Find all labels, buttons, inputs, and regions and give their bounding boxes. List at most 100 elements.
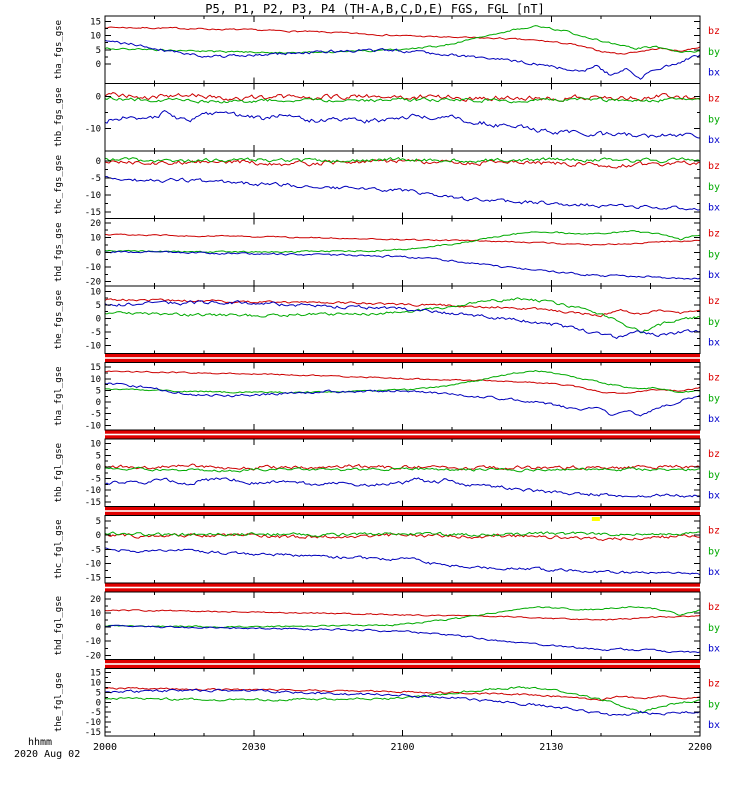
status-bar (105, 664, 700, 668)
trace-thd_fgs_gse-bz (105, 233, 700, 246)
y-tick-label: 10 (90, 375, 101, 385)
y-tick-label: 5 (96, 386, 101, 396)
x-tick-label: 2030 (242, 742, 266, 753)
status-bar (105, 507, 700, 511)
y-tick-label: -10 (85, 486, 101, 496)
legend-bz: bz (708, 525, 720, 536)
panel-ylabel: thc_fgs_gse (54, 155, 64, 215)
legend-by: by (708, 317, 720, 328)
y-tick-label: -15 (85, 728, 101, 738)
status-bar (105, 583, 700, 587)
y-tick-label: -10 (85, 125, 101, 135)
status-bar (105, 358, 700, 362)
trace-thd_fgs_gse-by (105, 230, 700, 254)
x-tick-label: 2200 (688, 742, 712, 753)
panel-ylabel: tha_fgl_gse (54, 366, 64, 426)
panel-ylabel: thd_fgs_gse (54, 222, 64, 282)
trace-thc_fgs_gse-bz (105, 159, 700, 169)
legend-bz: bz (708, 228, 720, 239)
legend-bx: bx (708, 68, 720, 79)
legend-by: by (708, 393, 720, 404)
trace-tha_fgl_gse-bz (105, 370, 700, 394)
legend-bz: bz (708, 26, 720, 37)
y-tick-label: 15 (90, 668, 101, 678)
legend-by: by (708, 623, 720, 634)
panel-tha_fgl_gse: 15 105 0 -5-10 tha_fgl_gse bz by bx (54, 354, 720, 431)
y-tick-label: -10 (85, 191, 101, 201)
y-tick-label: 0 (96, 398, 101, 408)
y-tick-label: -20 (85, 278, 101, 288)
y-tick-label: 10 (90, 287, 101, 297)
trace-tha_fgs_gse-bz (105, 26, 700, 55)
trace-thc_fgl_gse-bz (105, 532, 700, 542)
y-tick-label: -5 (90, 545, 101, 555)
panel-thb_fgs_gse: 0 -10 thb_fgs_gse bz by bx (54, 83, 720, 152)
panel-ylabel: the_fgs_gse (54, 290, 64, 350)
x-axis-unit-label: hhmm (28, 737, 53, 748)
y-tick-label: 5 (96, 301, 101, 311)
legend-by: by (708, 546, 720, 557)
y-tick-label: 0 (96, 60, 101, 70)
panel-thc_fgs_gse: 0 -5 -10 -15 thc_fgs_gse bz by bx (54, 150, 720, 219)
legend-by: by (708, 249, 720, 260)
trace-tha_fgl_gse-by (105, 369, 700, 394)
status-bar (105, 660, 700, 664)
status-bar (105, 588, 700, 592)
panel-thc_fgl_gse: 5 0 -5 -10 -15 thc_fgl_gse bz by bx (54, 507, 720, 584)
status-bar (105, 511, 700, 515)
trace-the_fgs_gse-bx (105, 300, 700, 340)
trace-thd_fgl_gse-bz (105, 609, 700, 621)
y-tick-label: 0 (96, 157, 101, 167)
panel-ylabel: the_fgl_gse (54, 672, 64, 732)
trace-thd_fgl_gse-bx (105, 624, 700, 654)
status-bar (105, 354, 700, 358)
y-tick-label: -5 (90, 410, 101, 420)
legend-bx: bx (708, 135, 720, 146)
legend-bz: bz (708, 161, 720, 172)
y-tick-label: -5 (90, 475, 101, 485)
y-tick-label: -20 (85, 651, 101, 661)
y-tick-label: 0 (96, 92, 101, 102)
x-tick-label: 2130 (539, 742, 563, 753)
x-tick-label: 2000 (93, 742, 117, 753)
legend-bx: bx (708, 491, 720, 502)
legend-bx: bx (708, 203, 720, 214)
y-tick-label: -10 (85, 421, 101, 431)
y-tick-label: -10 (85, 263, 101, 273)
panel-thd_fgl_gse: 20 10 0 -10 -20 thd_fgl_gse bz by bx (54, 583, 720, 661)
y-tick-label: 0 (96, 623, 101, 633)
y-tick-label: -10 (85, 341, 101, 351)
panel-the_fgs_gse: 10 5 0 -5 -10 the_fgs_gse bz by bx (54, 285, 720, 354)
trace-thc_fgs_gse-by (105, 156, 700, 164)
y-tick-label: -10 (85, 718, 101, 728)
trace-tha_fgs_gse-by (105, 25, 700, 54)
legend-by: by (708, 182, 720, 193)
legend-bz: bz (708, 372, 720, 383)
trace-thd_fgl_gse-by (105, 606, 700, 629)
y-tick-label: 0 (96, 698, 101, 708)
y-tick-label: 10 (90, 609, 101, 619)
legend-bz: bz (708, 93, 720, 104)
panel-thb_fgl_gse: 105 0 -5-10 -15 thb_fgl_gse bz by bx (54, 430, 720, 508)
trace-thc_fgs_gse-bx (105, 175, 700, 211)
y-tick-label: 10 (90, 440, 101, 450)
y-tick-label: 0 (96, 314, 101, 324)
trace-thb_fgl_gse-bx (105, 477, 700, 498)
status-bar (105, 435, 700, 439)
y-tick-label: -15 (85, 498, 101, 508)
y-tick-label: 15 (90, 18, 101, 28)
panel-ylabel: thb_fgs_gse (54, 87, 64, 147)
y-tick-label: 10 (90, 678, 101, 688)
trace-thc_fgl_gse-bx (105, 547, 700, 576)
y-tick-label: -15 (85, 573, 101, 583)
trace-the_fgs_gse-bz (105, 298, 700, 318)
chart-title: P5, P1, P2, P3, P4 (TH-A,B,C,D,E) FGS, F… (205, 2, 545, 16)
panel-tha_fgs_gse: 0 5 10 15 tha_fgs_gse bz by bx (54, 15, 720, 84)
legend-bx: bx (708, 270, 720, 281)
panel-ylabel: thd_fgl_gse (54, 596, 64, 656)
y-tick-label: 0 (96, 463, 101, 473)
y-tick-label: 5 (96, 517, 101, 527)
y-tick-label: 20 (90, 595, 101, 605)
trace-thd_fgs_gse-bx (105, 250, 700, 280)
